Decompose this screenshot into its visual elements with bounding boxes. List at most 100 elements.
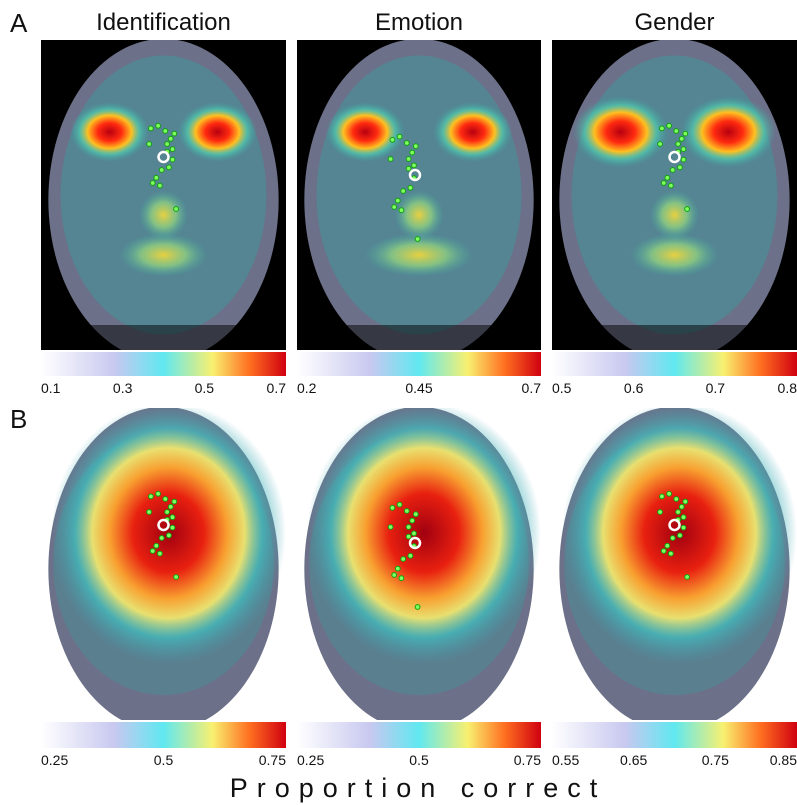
colorbar [297, 352, 541, 376]
colorbar-tick-label: 0.75 [259, 752, 286, 768]
fixation-dot [412, 531, 417, 536]
panel [41, 402, 286, 731]
fixation-dot [388, 157, 393, 162]
panel [552, 39, 797, 361]
fixation-dot [170, 525, 175, 530]
fixation-dot [167, 533, 172, 538]
fixation-dot [395, 198, 400, 203]
fixation-dot [406, 157, 411, 162]
panel-title: Identification [96, 9, 231, 36]
fixation-dot [683, 499, 688, 504]
dark-edge [41, 325, 286, 350]
fixation-dot [412, 163, 417, 168]
fixation-dot [390, 137, 395, 142]
fixation-dot [163, 129, 168, 134]
panel [297, 39, 541, 361]
fixation-dot [674, 129, 679, 134]
fixation-dot [156, 123, 161, 128]
fixation-dot [154, 543, 159, 548]
fixation-dot [392, 573, 397, 578]
heat-nose [394, 190, 444, 240]
fixation-dot [158, 551, 163, 556]
fixation-dot [147, 142, 152, 147]
fixation-dot [665, 543, 670, 548]
fixation-dot [676, 142, 681, 147]
fixation-dot [154, 175, 159, 180]
fixation-dot [174, 207, 179, 212]
fixation-dot [159, 536, 164, 541]
heat-mouth [630, 233, 720, 277]
fixation-dot [406, 166, 411, 171]
fixation-dot [415, 605, 420, 610]
colorbar [552, 352, 797, 376]
fixation-dot [174, 575, 179, 580]
fixation-dot [170, 157, 175, 162]
colorbar-tick-label: 0.75 [702, 752, 729, 768]
fixation-dot [399, 208, 404, 213]
fixation-dot [397, 502, 402, 507]
panel-title: Emotion [375, 9, 463, 36]
colorbar-tick-label: 0.7 [267, 380, 287, 396]
colorbar-tick-label: 0.5 [552, 380, 572, 396]
fixation-dot [392, 205, 397, 210]
fixation-dot [156, 491, 161, 496]
fixation-dot [674, 497, 679, 502]
fixation-dot [397, 134, 402, 139]
colorbar [41, 722, 286, 748]
colorbar-tick-label: 0.1 [41, 380, 61, 396]
fixation-dot [408, 553, 413, 558]
fixation-dot [669, 183, 674, 188]
heat-blob [307, 402, 541, 664]
fixation-dot [685, 575, 690, 580]
row-label: B [10, 404, 27, 434]
fixation-dot [401, 189, 406, 194]
fixation-dot [683, 131, 688, 136]
heat-eye [573, 96, 669, 168]
fixation-dot [406, 534, 411, 539]
fixation-dot [406, 525, 411, 530]
fixation-dot [678, 165, 683, 170]
heat-eye [70, 102, 150, 162]
fixation-dot [172, 499, 177, 504]
x-axis-label: Proportion correct [230, 773, 607, 803]
colorbar-tick-label: 0.5 [195, 380, 215, 396]
heat-eye [325, 102, 405, 162]
colorbar-tick-label: 0.8 [778, 380, 797, 396]
figure: AIdentification0.10.30.50.7Emotion0.20.4… [0, 0, 797, 805]
fixation-dot [165, 510, 170, 515]
colorbar-tick-label: 0.6 [624, 380, 644, 396]
colorbar-tick-label: 0.5 [409, 752, 429, 768]
row-label: A [10, 8, 28, 38]
panel [552, 402, 797, 731]
fixation-dot [172, 131, 177, 136]
colorbar-tick-label: 0.2 [297, 380, 317, 396]
fixation-dot [658, 510, 663, 515]
fixation-dot [665, 175, 670, 180]
fixation-dot [415, 237, 420, 242]
fixation-dot [163, 497, 168, 502]
heat-nose [650, 190, 700, 240]
panel-title: Gender [634, 9, 714, 36]
fixation-dot [158, 183, 163, 188]
fixation-dot [681, 147, 686, 152]
colorbar-tick-label: 0.25 [297, 752, 324, 768]
fixation-dot [170, 147, 175, 152]
fixation-dot [168, 136, 173, 141]
fixation-dot [150, 181, 155, 186]
heat-eye [680, 96, 776, 168]
colorbar [41, 352, 286, 376]
heat-eye [177, 102, 257, 162]
fixation-dot [170, 515, 175, 520]
fixation-dot [413, 512, 418, 517]
colorbar-tick-label: 0.3 [113, 380, 133, 396]
fixation-dot [390, 505, 395, 510]
fixation-dot [660, 494, 665, 499]
fixation-dot [667, 123, 672, 128]
colorbar-tick-label: 0.7 [706, 380, 726, 396]
colorbar-tick-label: 0.65 [620, 752, 647, 768]
fixation-dot [678, 533, 683, 538]
fixation-dot [401, 557, 406, 562]
fixation-dot [410, 518, 415, 523]
dark-edge [552, 325, 797, 350]
fixation-dot [681, 525, 686, 530]
